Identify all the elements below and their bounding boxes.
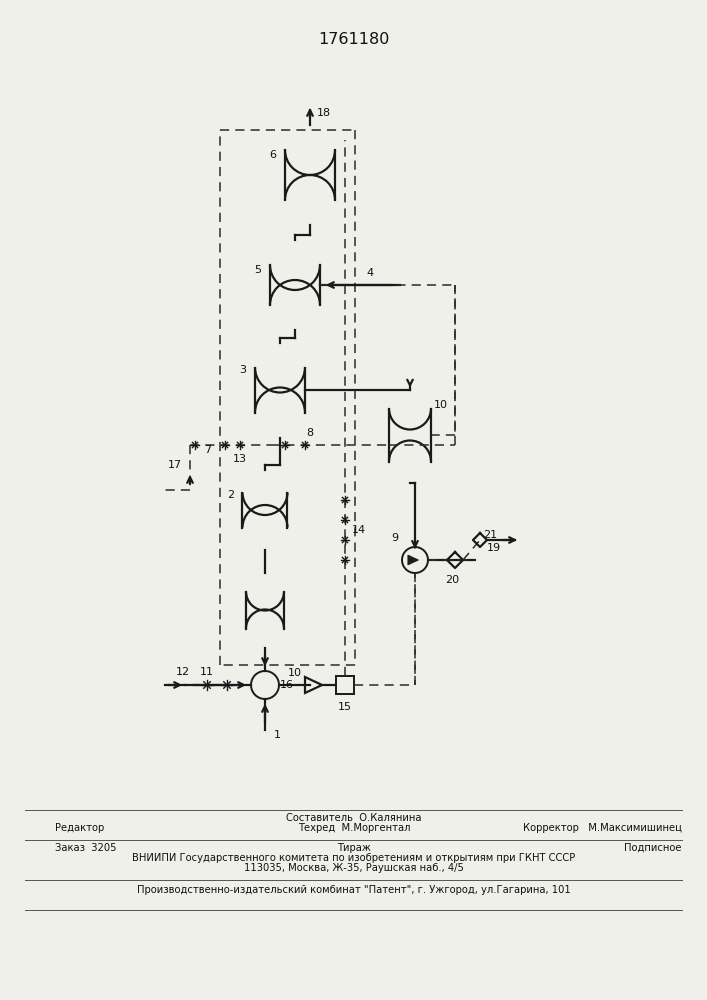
Text: 21: 21: [483, 530, 497, 540]
Text: 1761180: 1761180: [318, 32, 390, 47]
Text: 6: 6: [269, 150, 276, 160]
Text: 9: 9: [392, 533, 399, 543]
Text: 5: 5: [255, 265, 262, 275]
Text: 18: 18: [317, 108, 331, 118]
Text: 13: 13: [233, 454, 247, 464]
Text: 19: 19: [487, 543, 501, 553]
Text: 15: 15: [338, 702, 352, 712]
Text: 17: 17: [168, 460, 182, 470]
Text: 14: 14: [352, 525, 366, 535]
Text: 1: 1: [274, 730, 281, 740]
Text: Редактор: Редактор: [55, 823, 104, 833]
Text: Подписное: Подписное: [624, 843, 682, 853]
Text: 20: 20: [445, 575, 459, 585]
Text: 2: 2: [227, 490, 234, 500]
Polygon shape: [408, 555, 419, 565]
Bar: [336, 676, 354, 694]
Text: 3: 3: [240, 365, 247, 375]
Text: 4: 4: [366, 268, 373, 278]
Text: 10: 10: [288, 668, 302, 678]
Text: 8: 8: [306, 428, 314, 438]
Text: Составитель  О.Калянина: Составитель О.Калянина: [286, 813, 422, 823]
Text: Тираж: Тираж: [337, 843, 371, 853]
Text: 113035, Москва, Ж-35, Раушская наб., 4/5: 113035, Москва, Ж-35, Раушская наб., 4/5: [244, 863, 464, 873]
Text: Производственно-издательский комбинат "Патент", г. Ужгород, ул.Гагарина, 101: Производственно-издательский комбинат "П…: [137, 885, 571, 895]
Text: ВНИИПИ Государственного комитета по изобретениям и открытиям при ГКНТ СССР: ВНИИПИ Государственного комитета по изоб…: [132, 853, 575, 863]
Text: 16: 16: [280, 680, 294, 690]
Text: Заказ  3205: Заказ 3205: [55, 843, 117, 853]
Text: Корректор   М.Максимишинец: Корректор М.Максимишинец: [523, 823, 682, 833]
Text: 10: 10: [434, 400, 448, 410]
Text: Техред  М.Моргентал: Техред М.Моргентал: [298, 823, 410, 833]
Text: 11: 11: [200, 667, 214, 677]
Text: 12: 12: [176, 667, 190, 677]
Text: 7: 7: [204, 445, 211, 455]
